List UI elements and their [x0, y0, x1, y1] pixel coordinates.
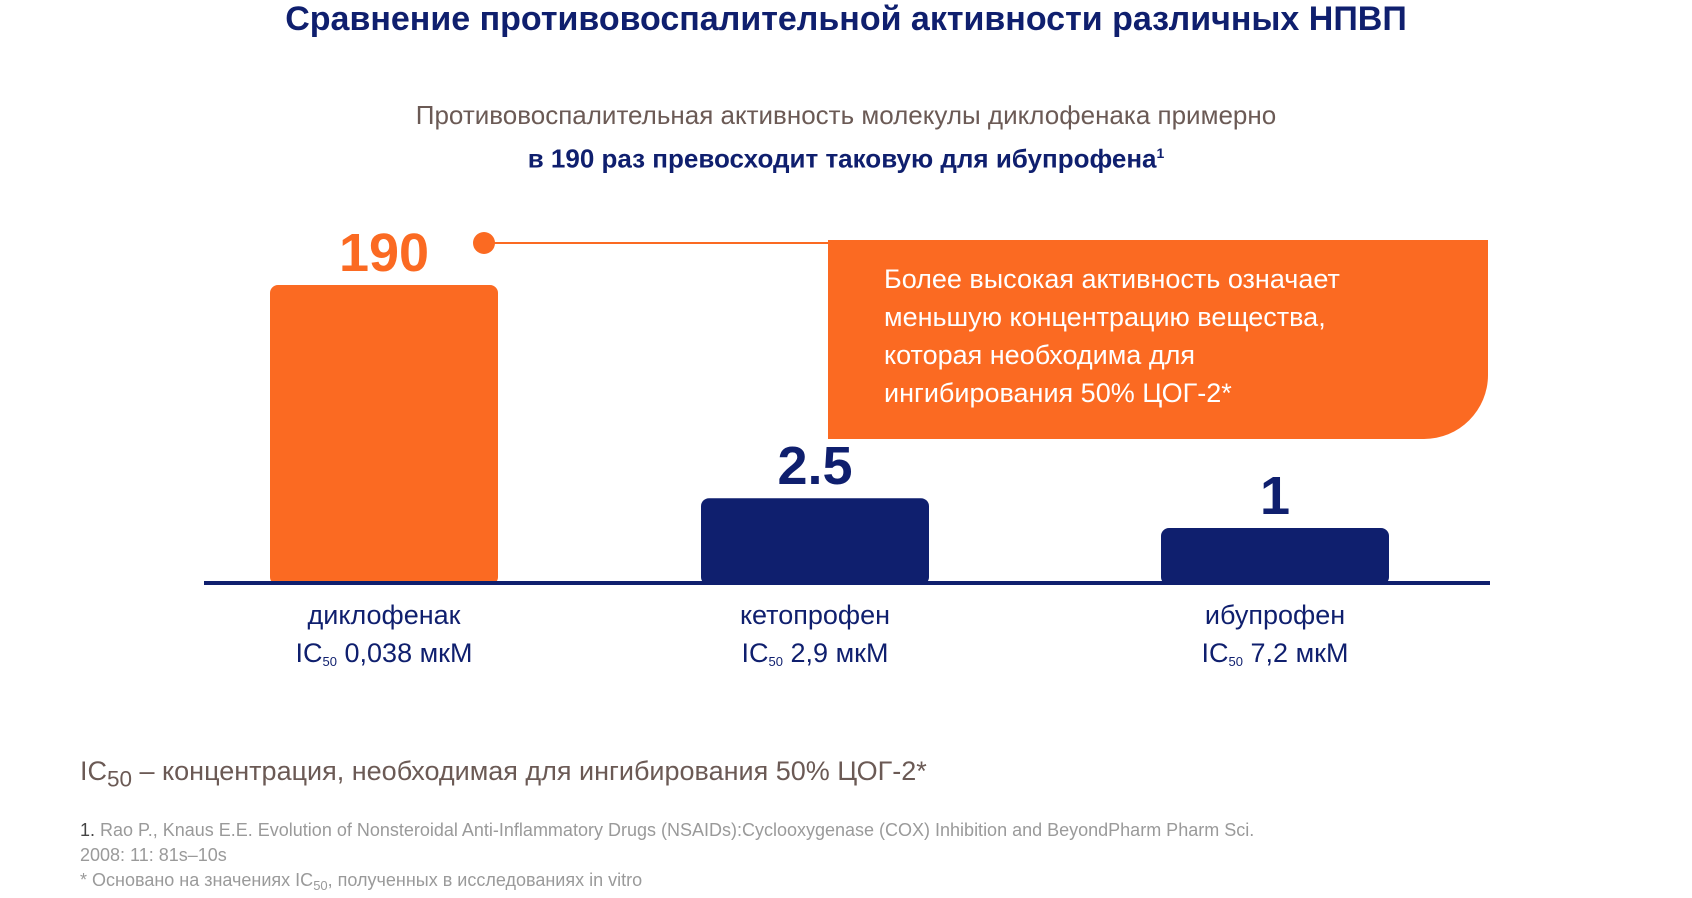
callout-line-3: которая необходима для	[884, 340, 1195, 370]
category-label-ketoprofen: кетопрофен IC50 2,9 мкМ	[655, 596, 975, 681]
category-name: кетопрофен	[739, 600, 891, 630]
ic50-value: IC50 2,9 мкМ	[741, 638, 889, 669]
subtitle-line-1: Противовоспалительная активность молекул…	[415, 100, 1277, 130]
callout-line-2: меньшую концентрацию вещества,	[884, 302, 1326, 332]
reference-1: 1. Rao P., Knaus E.E. Evolution of Nonst…	[80, 820, 1255, 840]
callout-line-4: ингибирования 50% ЦОГ-2*	[884, 378, 1232, 408]
ic50-value: IC50 0,038 мкМ	[295, 638, 473, 669]
callout-line-1: Более высокая активность означает	[884, 264, 1340, 294]
ic50-definition: IC50 – концентрация, необходимая для инг…	[80, 756, 927, 792]
bar-2	[1161, 528, 1389, 585]
ic50-value: IC50 7,2 мкМ	[1201, 638, 1349, 669]
subtitle-line-2: в 190 раз превосходит таковую для ибупро…	[0, 134, 1692, 178]
bar-value-label-2: 1	[1260, 466, 1290, 526]
subtitle-line-2-text: в 190 раз превосходит таковую для ибупро…	[527, 143, 1157, 174]
subtitle: Противовоспалительная активность молекул…	[0, 96, 1692, 178]
reference-1-continued: 2008: 11: 81s–10s	[80, 845, 227, 865]
category-name: диклофенак	[307, 600, 461, 630]
category-name: ибупрофен	[1204, 600, 1346, 630]
bar-1	[701, 498, 929, 585]
callout-box: Более высокая активность означает меньшу…	[828, 240, 1488, 439]
in-vitro-note: * Основано на значениях IC50, полученных…	[80, 870, 643, 893]
category-label-diclofenac: диклофенак IC50 0,038 мкМ	[224, 596, 544, 681]
bar-0	[270, 285, 498, 585]
page-title: Сравнение противовоспалительной активнос…	[285, 0, 1407, 38]
footnote-mark: 1	[1156, 145, 1165, 161]
category-label-ibuprofen: ибупрофен IC50 7,2 мкМ	[1115, 596, 1435, 681]
bar-value-label-1: 2.5	[777, 436, 852, 496]
connector-dot	[473, 232, 495, 254]
bar-value-label-0: 190	[339, 223, 429, 283]
references: 1. Rao P., Knaus E.E. Evolution of Nonst…	[80, 818, 1360, 898]
